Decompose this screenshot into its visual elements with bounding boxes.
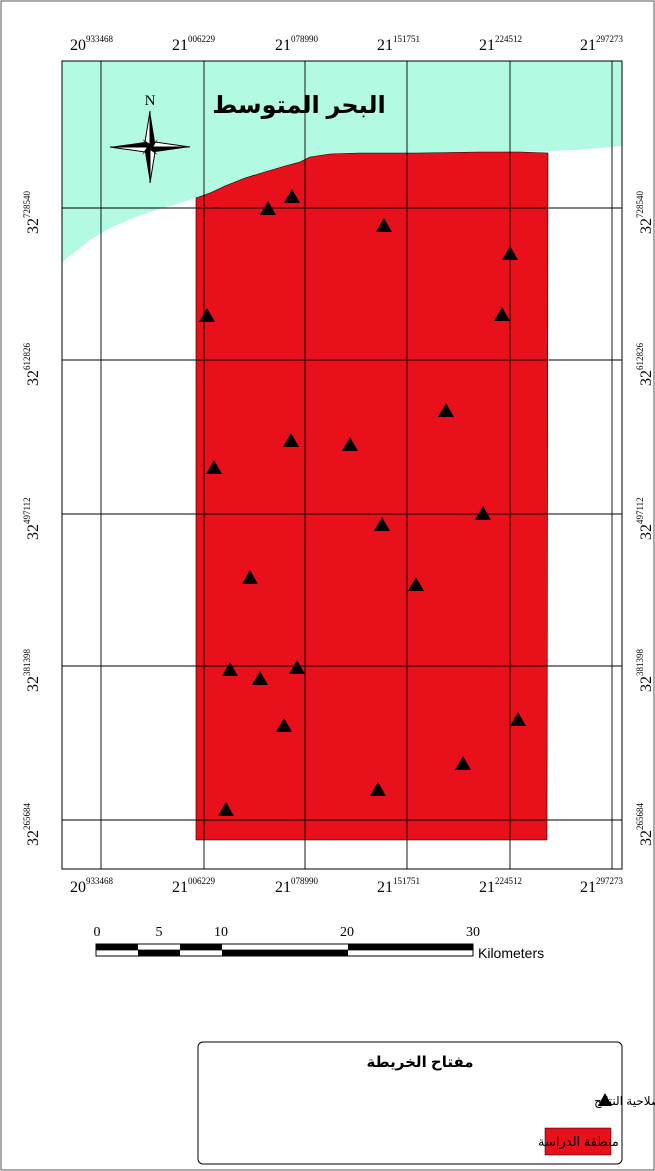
legend-item-label: قطاعات التربة الممثلة المستخدمة في تحديد… — [594, 1094, 655, 1109]
map-frame — [61, 60, 623, 870]
lat-label: 32265684 — [635, 803, 655, 847]
scale-segment — [348, 944, 473, 950]
lat-label: 32497112 — [635, 497, 655, 540]
lon-label: 21078990 — [275, 34, 319, 54]
triangle-marker-icon — [283, 433, 299, 447]
triangle-marker-icon — [502, 246, 518, 260]
triangle-marker-icon — [242, 570, 258, 584]
lon-label: 21151751 — [377, 876, 420, 896]
scale-tick-label: 5 — [156, 925, 163, 940]
legend-box — [197, 1041, 623, 1165]
lat-label: 32381398 — [22, 649, 42, 693]
scale-tick-label: 30 — [466, 925, 480, 940]
lon-label: 20933468 — [70, 876, 114, 896]
triangle-marker-icon — [408, 577, 424, 591]
scale-segment — [96, 944, 138, 950]
triangle-marker-icon — [370, 782, 386, 796]
longitude-labels-top: 20933468 21006229 21078990 21151751 2122… — [70, 34, 624, 54]
triangle-marker-icon — [510, 712, 526, 726]
latitude-labels-right: 32728540 32612826 32497112 32381398 3226… — [635, 191, 655, 847]
lon-label: 21006229 — [172, 876, 216, 896]
lat-label: 32381398 — [635, 649, 655, 693]
lat-label: 32612826 — [22, 343, 42, 387]
graticule — [62, 61, 622, 869]
lat-label: 32728540 — [22, 191, 42, 235]
scale-bar: 0 5 10 20 30 Kilometers — [94, 925, 545, 961]
triangle-marker-icon — [222, 662, 238, 676]
triangle-marker-icon — [455, 756, 471, 770]
lon-label: 21151751 — [377, 34, 420, 54]
sea-area — [62, 61, 622, 262]
lon-label: 21224512 — [479, 876, 522, 896]
triangle-marker-icon — [199, 308, 215, 322]
lon-label: 21224512 — [479, 34, 522, 54]
north-label: N — [145, 93, 156, 109]
scale-tick-label: 20 — [340, 925, 354, 940]
lat-label: 32728540 — [635, 191, 655, 235]
triangle-marker-icon — [206, 460, 222, 474]
north-arrow-icon: N — [109, 93, 191, 184]
scale-unit-label: Kilometers — [478, 945, 544, 961]
triangle-marker-icon — [475, 506, 491, 520]
triangle-marker-icon — [376, 218, 392, 232]
triangle-marker-icon — [342, 437, 358, 451]
triangle-marker-icon — [218, 802, 234, 816]
longitude-labels-bottom: 20933468 21006229 21078990 21151751 2122… — [70, 876, 624, 896]
scale-segment — [222, 950, 348, 956]
triangle-marker-icon — [260, 201, 276, 215]
lon-label: 21078990 — [275, 876, 319, 896]
sample-points — [199, 189, 526, 816]
triangle-marker-icon — [374, 517, 390, 531]
legend-title: مفتاح الخريطة — [366, 1054, 473, 1071]
lon-label: 21006229 — [172, 34, 216, 54]
scale-segment — [138, 950, 180, 956]
triangle-marker-icon — [252, 671, 268, 685]
lat-label: 32612826 — [635, 343, 655, 387]
triangle-marker-icon — [284, 189, 300, 203]
lon-label: 21297273 — [580, 876, 624, 896]
legend-item-label: منطقة الدراسة — [538, 1134, 619, 1150]
latitude-labels-left: 32728540 32612826 32497112 32381398 3226… — [22, 191, 42, 847]
study-area — [195, 151, 549, 841]
lat-label: 32265684 — [22, 803, 42, 847]
legend: مفتاح الخريطة قطاعات التربة الممثلة المس… — [197, 1041, 655, 1165]
lon-label: 20933468 — [70, 34, 114, 54]
scale-tick-label: 0 — [94, 925, 101, 940]
triangle-marker-icon — [598, 1093, 612, 1106]
scale-segment — [180, 944, 222, 950]
lon-label: 21297273 — [580, 34, 624, 54]
triangle-marker-icon — [276, 718, 292, 732]
legend-swatch-study-area — [544, 1127, 612, 1156]
sea-label: البحر المتوسط — [212, 92, 385, 119]
lat-label: 32497112 — [22, 497, 42, 540]
map-border — [61, 60, 623, 870]
triangle-marker-icon — [289, 660, 305, 674]
scale-tick-label: 10 — [214, 925, 228, 940]
triangle-marker-icon — [494, 307, 510, 321]
triangle-marker-icon — [438, 403, 454, 417]
